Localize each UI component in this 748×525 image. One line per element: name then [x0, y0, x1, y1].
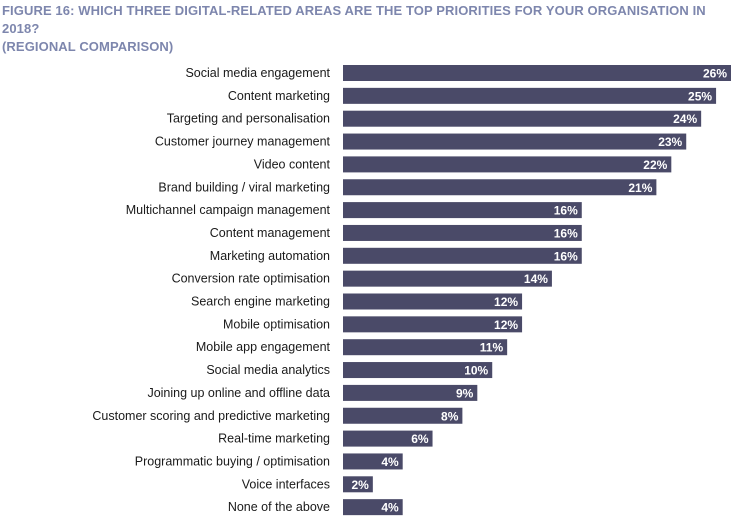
bar — [343, 293, 523, 310]
bars — [343, 65, 731, 516]
bar — [343, 270, 552, 287]
bar — [343, 224, 582, 241]
category-label: Marketing automation — [210, 249, 330, 263]
value-label: 12% — [494, 318, 518, 332]
category-label: Targeting and personalisation — [167, 112, 330, 126]
chart-title-line-1: FIGURE 16: WHICH THREE DIGITAL-RELATED A… — [2, 3, 706, 36]
bar — [343, 87, 717, 104]
value-label: 21% — [628, 181, 652, 195]
value-label: 10% — [464, 364, 488, 378]
value-label: 4% — [381, 501, 399, 515]
value-label: 22% — [643, 158, 667, 172]
category-label: Brand building / viral marketing — [158, 180, 330, 194]
value-label: 16% — [554, 204, 578, 218]
category-label: Programmatic buying / optimisation — [135, 454, 330, 468]
bar — [343, 407, 463, 424]
value-label: 11% — [480, 341, 504, 355]
bar — [343, 156, 672, 173]
category-label: Customer journey management — [155, 135, 331, 149]
bar — [343, 179, 657, 196]
category-label: Conversion rate optimisation — [172, 272, 330, 286]
bar — [343, 430, 433, 447]
chart-title-line-2: (REGIONAL COMPARISON) — [2, 39, 174, 54]
value-label: 12% — [494, 295, 518, 309]
bar — [343, 499, 403, 516]
value-labels: 26% 25% 24% 23% 22% 21% 16% 16% 16% 14% 12% 12% 11% 1… — [352, 67, 728, 515]
value-label: 16% — [554, 249, 578, 263]
bar — [343, 133, 687, 150]
bar — [343, 384, 478, 401]
value-label: 24% — [673, 112, 697, 126]
bar — [343, 362, 493, 379]
category-label: Mobile app engagement — [196, 340, 331, 354]
category-labels: Social media engagement Content marketing… — [92, 66, 330, 514]
value-label: 25% — [688, 89, 712, 103]
value-label: 8% — [441, 409, 459, 423]
category-label: Content management — [210, 226, 331, 240]
value-label: 9% — [456, 386, 474, 400]
chart-title: FIGURE 16: WHICH THREE DIGITAL-RELATED A… — [2, 2, 742, 56]
category-label: Voice interfaces — [242, 477, 330, 491]
bar — [343, 453, 403, 470]
category-label: Video content — [254, 157, 331, 171]
bar — [343, 110, 702, 127]
category-label: Search engine marketing — [191, 295, 330, 309]
value-label: 26% — [703, 67, 727, 81]
value-label: 4% — [381, 455, 399, 469]
bar — [343, 476, 373, 493]
category-label: Content marketing — [228, 89, 330, 103]
category-label: None of the above — [228, 500, 330, 514]
bar — [343, 247, 582, 264]
bar — [343, 339, 508, 356]
value-label: 23% — [658, 135, 682, 149]
category-label: Multichannel campaign management — [126, 203, 331, 217]
bar — [343, 202, 582, 219]
category-label: Social media engagement — [185, 66, 330, 80]
value-label: 2% — [352, 478, 370, 492]
category-label: Real-time marketing — [218, 432, 330, 446]
value-label: 6% — [411, 432, 429, 446]
category-label: Joining up online and offline data — [147, 386, 330, 400]
value-label: 16% — [554, 226, 578, 240]
category-label: Mobile optimisation — [223, 317, 330, 331]
category-label: Social media analytics — [206, 363, 330, 377]
bar — [343, 65, 731, 81]
category-label: Customer scoring and predictive marketin… — [92, 409, 330, 423]
bar — [343, 316, 523, 333]
value-label: 14% — [524, 272, 548, 286]
